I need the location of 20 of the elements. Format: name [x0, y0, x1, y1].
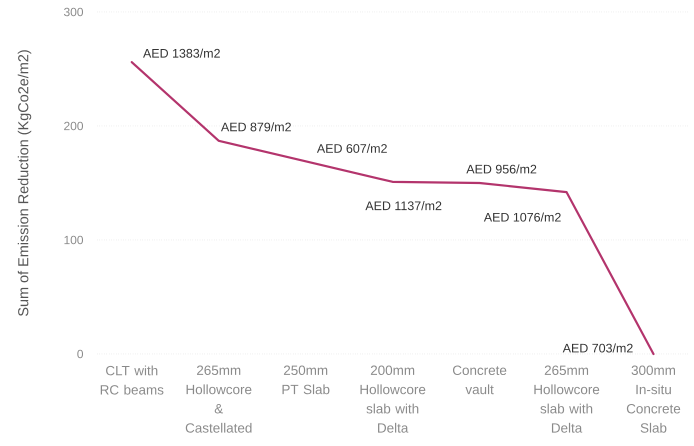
x-tick-label: 300mm In-situ Concrete Slab — [626, 366, 680, 433]
annotation: AED 1137/m2 — [365, 201, 442, 210]
x-tick-label: CLT with RC beams — [100, 366, 164, 395]
y-tick-label: 200 — [64, 122, 84, 130]
y-tick-label: 0 — [77, 350, 84, 358]
x-tick-label: 265mm Hollowcore slab with Delta — [534, 366, 600, 433]
x-tick-label: Concrete vault — [452, 366, 506, 394]
annotation: AED 703/m2 — [562, 343, 633, 353]
y-tick-label: 300 — [64, 8, 84, 16]
y-axis-title: Sum of Emission Reduction (KgCo2e/m2) — [18, 50, 32, 316]
annotation: AED 1076/m2 — [484, 212, 561, 222]
x-tick-label: 250mm PT Slab — [282, 366, 330, 394]
x-tick-label: 265mm Hollowcore & Castellated — [186, 366, 252, 433]
line-series — [130, 61, 655, 356]
y-tick-label: 100 — [64, 236, 84, 244]
annotation: AED 956/m2 — [466, 164, 536, 174]
annotation: AED 607/m2 — [316, 144, 387, 153]
annotation: AED 1383/m2 — [143, 48, 220, 58]
x-tick-label: 200mm Hollowcore slab with Delta — [360, 366, 426, 433]
annotation: AED 879/m2 — [220, 122, 291, 132]
